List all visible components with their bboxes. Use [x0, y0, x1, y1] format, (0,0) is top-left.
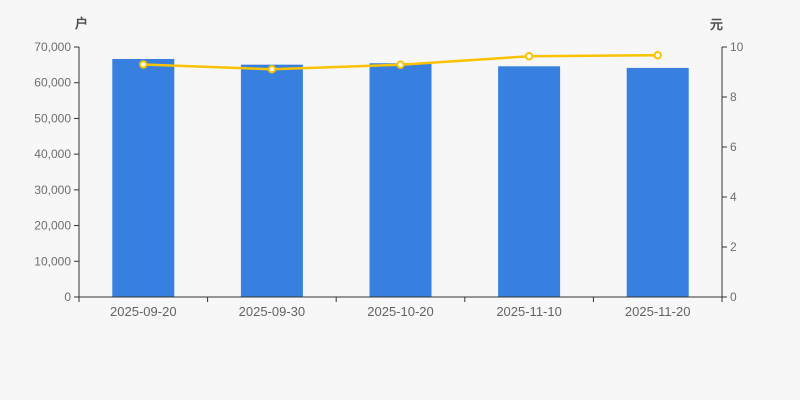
- x-axis-category-label: 2025-09-30: [239, 304, 306, 319]
- left-axis-unit-label: 户: [75, 16, 89, 31]
- right-axis-tick-label: 6: [730, 140, 737, 154]
- bar-2025-11-10[interactable]: [498, 66, 561, 298]
- left-axis-tick-label: 30,000: [34, 183, 71, 197]
- left-axis-tick-label: 60,000: [34, 76, 71, 90]
- line-point-2025-09-20[interactable]: [139, 60, 148, 69]
- line-point-2025-09-30[interactable]: [267, 65, 277, 74]
- left-axis-tick-label: 70,000: [34, 40, 71, 54]
- left-axis-tick-label: 20,000: [34, 219, 71, 233]
- bar-2025-09-20[interactable]: [112, 58, 175, 297]
- line-point-2025-11-20[interactable]: [653, 51, 662, 60]
- right-axis-tick-label: 2: [730, 240, 737, 254]
- line-point-2025-11-10[interactable]: [524, 52, 534, 61]
- x-axis-category-label: 2025-09-20: [110, 304, 177, 319]
- x-axis-category-label: 2025-10-20: [367, 304, 434, 319]
- right-axis-tick-label: 0: [730, 290, 737, 304]
- right-axis-tick-label: 10: [730, 40, 744, 54]
- right-axis-tick-label: 4: [730, 190, 737, 204]
- left-axis-tick-label: 50,000: [34, 111, 71, 125]
- left-axis-tick-label: 10,000: [34, 254, 71, 268]
- right-axis-tick-label: 8: [730, 90, 737, 104]
- bar-2025-10-20[interactable]: [369, 63, 432, 297]
- line-point-2025-10-20[interactable]: [396, 60, 405, 69]
- x-axis-category-label: 2025-11-20: [625, 304, 691, 319]
- left-axis-tick-label: 40,000: [34, 147, 71, 161]
- right-axis-unit-label: 元: [710, 17, 724, 32]
- x-axis-category-label: 2025-11-10: [496, 304, 562, 319]
- left-axis-tick-label: 0: [64, 290, 71, 304]
- bar-2025-11-20[interactable]: [626, 67, 689, 298]
- bar-2025-09-30[interactable]: [240, 64, 303, 297]
